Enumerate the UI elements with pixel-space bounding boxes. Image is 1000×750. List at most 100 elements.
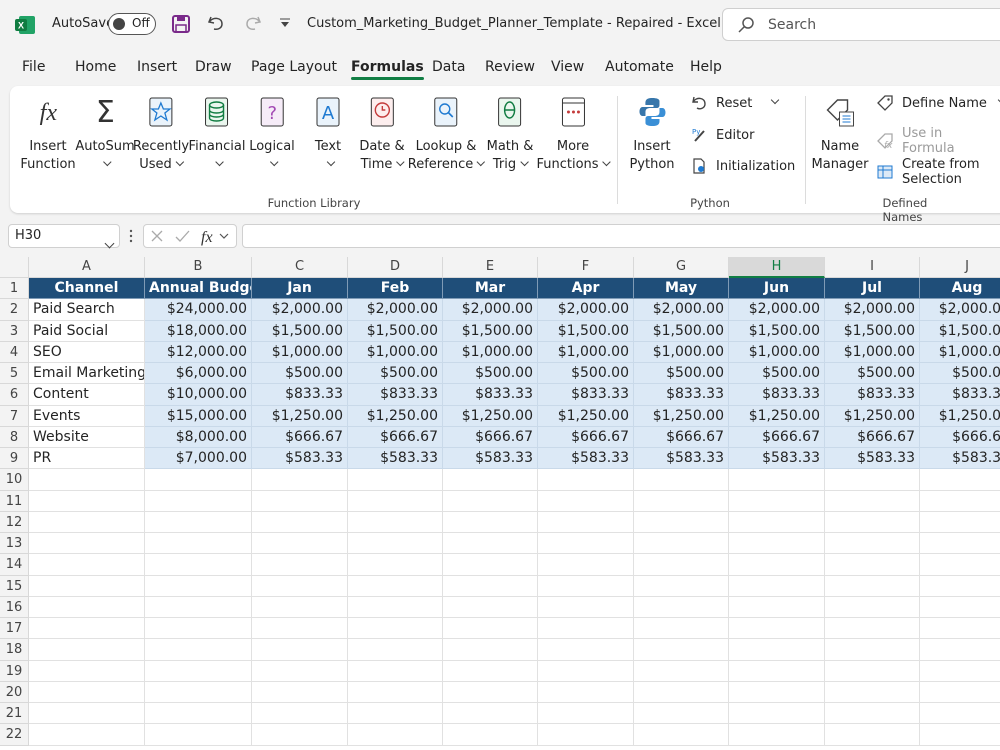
row-header[interactable]: 18 (0, 639, 29, 661)
cell[interactable] (348, 618, 443, 640)
name-manager-button[interactable]: Name Manager (812, 94, 868, 174)
ribbon-tab[interactable]: Help (690, 59, 722, 75)
amount-cell[interactable]: $500.00 (252, 363, 348, 385)
cell[interactable] (252, 554, 348, 576)
amount-cell[interactable]: $666.67 (729, 426, 825, 448)
amount-cell[interactable]: $583.33 (443, 448, 538, 470)
column-header[interactable]: J (920, 257, 1000, 278)
math-trig-button[interactable]: Math & Trig (487, 94, 533, 174)
header-cell[interactable]: Jun (729, 278, 825, 300)
cell[interactable] (145, 681, 252, 703)
cell[interactable] (729, 681, 825, 703)
cell[interactable] (145, 639, 252, 661)
header-cell[interactable]: Feb (348, 278, 443, 300)
insert-python-button[interactable]: Insert Python (629, 94, 675, 174)
cell[interactable] (252, 660, 348, 682)
cell[interactable] (145, 724, 252, 746)
cell[interactable] (145, 618, 252, 640)
amount-cell[interactable]: $2,000.00 (538, 299, 634, 321)
cell[interactable] (729, 596, 825, 618)
formula-input[interactable] (242, 224, 1000, 248)
header-cell[interactable]: Annual Budget (145, 278, 252, 300)
cell[interactable] (920, 703, 1000, 725)
ribbon-tab[interactable]: View (551, 59, 585, 75)
cell[interactable] (348, 596, 443, 618)
amount-cell[interactable]: $583.33 (825, 448, 920, 470)
amount-cell[interactable]: $1,500.00 (825, 320, 920, 342)
amount-cell[interactable]: $833.33 (348, 384, 443, 406)
cell[interactable] (825, 554, 920, 576)
cell[interactable] (145, 575, 252, 597)
create-from-selection-button[interactable]: Create from Selection (876, 157, 1000, 187)
undo-button[interactable] (206, 13, 226, 33)
cell[interactable] (29, 575, 145, 597)
column-header[interactable]: F (538, 257, 634, 278)
editor-button[interactable]: Py Editor (690, 126, 754, 144)
column-header[interactable]: E (443, 257, 538, 278)
cell[interactable] (538, 554, 634, 576)
cell[interactable] (252, 618, 348, 640)
amount-cell[interactable]: $833.33 (252, 384, 348, 406)
cell[interactable] (443, 724, 538, 746)
cell[interactable] (538, 618, 634, 640)
cell[interactable] (252, 490, 348, 512)
cell[interactable] (348, 681, 443, 703)
cell[interactable] (443, 639, 538, 661)
amount-cell[interactable]: $1,000.00 (538, 341, 634, 363)
channel-cell[interactable]: Events (29, 405, 145, 427)
cell[interactable] (825, 639, 920, 661)
amount-cell[interactable]: $2,000.00 (920, 299, 1000, 321)
cell[interactable] (443, 660, 538, 682)
amount-cell[interactable]: $583.33 (729, 448, 825, 470)
cell[interactable] (252, 469, 348, 491)
cell[interactable] (634, 596, 729, 618)
channel-cell[interactable]: Content (29, 384, 145, 406)
channel-cell[interactable]: PR (29, 448, 145, 470)
cell[interactable] (920, 597, 1000, 618)
cell[interactable] (29, 533, 145, 555)
autosum-button[interactable]: Σ AutoSum (75, 94, 135, 174)
column-header[interactable]: I (825, 257, 920, 278)
cell[interactable] (252, 533, 348, 555)
cell[interactable] (145, 703, 252, 725)
amount-cell[interactable]: $833.33 (825, 384, 920, 406)
cell[interactable] (443, 596, 538, 618)
financial-button[interactable]: Financial (189, 94, 245, 174)
logical-button[interactable]: ? Logical (249, 94, 295, 174)
cell[interactable] (538, 639, 634, 661)
cell[interactable] (538, 469, 634, 491)
ribbon-tab[interactable]: Formulas (351, 59, 424, 80)
amount-cell[interactable]: $583.33 (538, 448, 634, 470)
amount-cell[interactable]: $500.00 (538, 363, 634, 385)
cell[interactable] (634, 724, 729, 746)
cell[interactable] (825, 533, 920, 555)
amount-cell[interactable]: $1,250.00 (729, 405, 825, 427)
header-cell[interactable]: Channel (29, 278, 145, 300)
cell[interactable] (29, 554, 145, 576)
row-header[interactable]: 19 (0, 660, 29, 682)
cell[interactable] (825, 511, 920, 533)
row-header[interactable]: 6 (0, 384, 29, 406)
column-header[interactable]: G (634, 257, 729, 278)
amount-cell[interactable]: $1,000.00 (252, 341, 348, 363)
row-header[interactable]: 12 (0, 511, 29, 533)
cell[interactable] (729, 554, 825, 576)
amount-cell[interactable]: $833.33 (729, 384, 825, 406)
channel-cell[interactable]: Paid Search (29, 299, 145, 321)
cell[interactable] (920, 724, 1000, 746)
amount-cell[interactable]: $500.00 (825, 363, 920, 385)
cell[interactable] (29, 681, 145, 703)
cell[interactable] (634, 469, 729, 491)
amount-cell[interactable]: $833.33 (538, 384, 634, 406)
cell[interactable] (252, 724, 348, 746)
row-header[interactable]: 8 (0, 426, 29, 448)
column-header[interactable]: C (252, 257, 348, 278)
cell[interactable] (348, 660, 443, 682)
amount-cell[interactable]: $583.33 (634, 448, 729, 470)
cell[interactable] (634, 575, 729, 597)
cell[interactable] (443, 681, 538, 703)
row-header[interactable]: 4 (0, 341, 29, 363)
row-header[interactable]: 17 (0, 618, 29, 640)
column-header[interactable]: A (29, 257, 145, 278)
amount-cell[interactable]: $583.33 (920, 448, 1000, 470)
